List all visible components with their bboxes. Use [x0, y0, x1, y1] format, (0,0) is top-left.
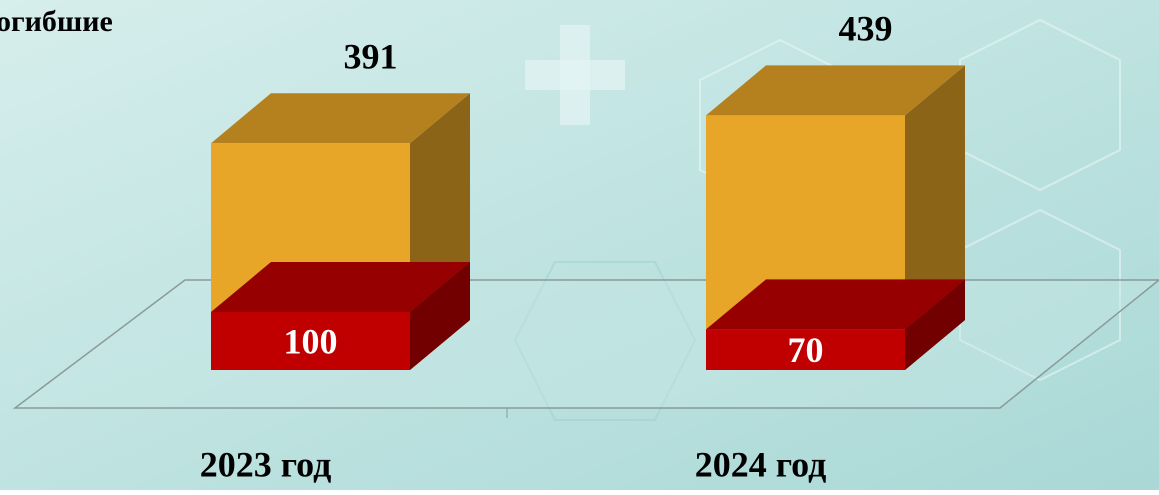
chart-title: огибшие [0, 5, 113, 38]
value-label: 439 [839, 9, 893, 49]
value-label: 70 [788, 330, 824, 370]
x-tick-label: 2024 год [695, 444, 827, 484]
decor-cross [525, 60, 625, 90]
x-tick-label: 2023 год [200, 444, 332, 484]
value-label: 100 [284, 321, 338, 361]
chart: огибшие 2023 год 2024 год 391 439 100 70 [0, 0, 1159, 490]
floor [15, 280, 1159, 408]
value-label: 391 [344, 36, 398, 76]
